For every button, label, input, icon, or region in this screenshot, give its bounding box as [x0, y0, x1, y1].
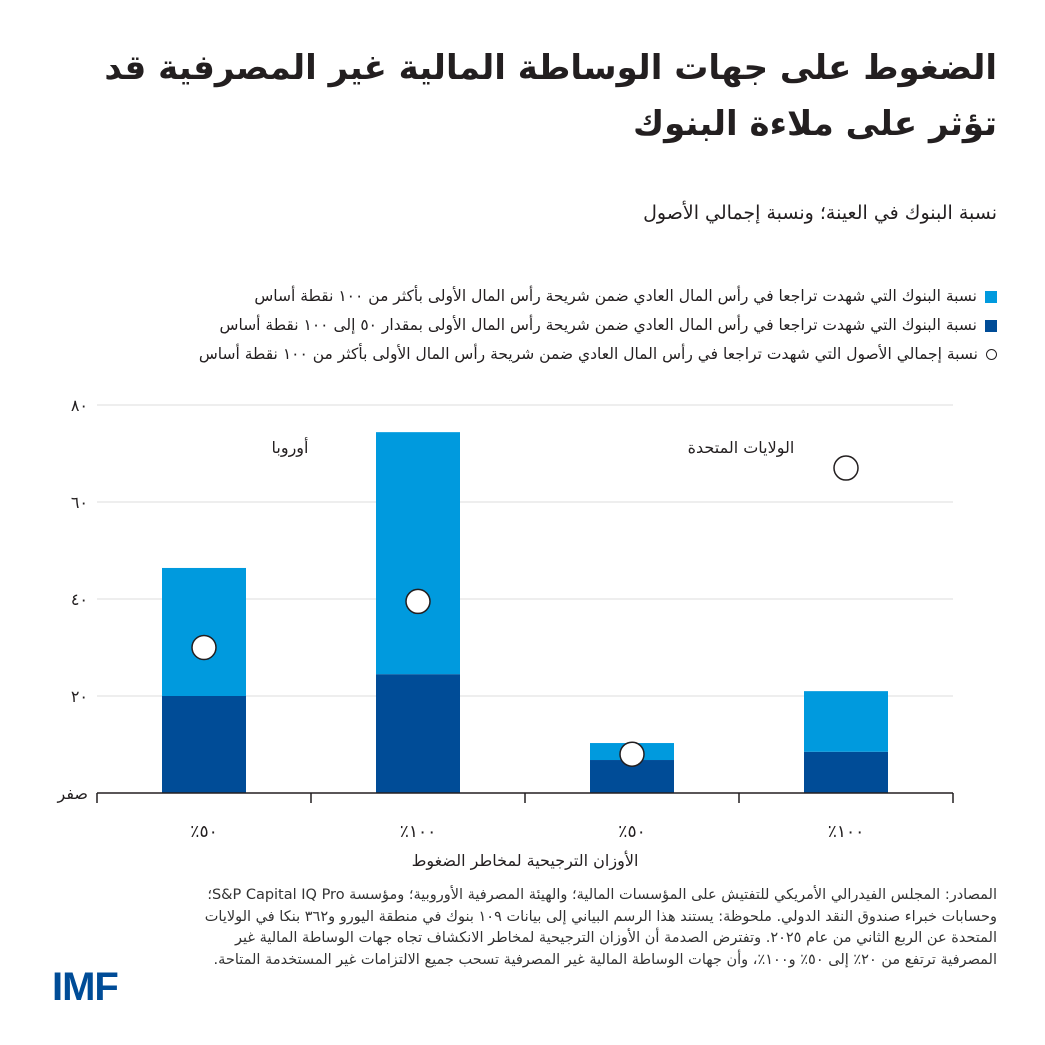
bar-segment-light [804, 691, 888, 752]
x-tick-label: ٪٥٠ [190, 822, 217, 842]
legend-label: نسبة البنوك التي شهدت تراجعا في رأس الما… [219, 316, 977, 334]
legend-swatch-light [985, 290, 997, 303]
legend: نسبة البنوك التي شهدت تراجعا في رأس الما… [199, 282, 997, 369]
asset-share-marker [191, 634, 217, 661]
x-tick-label: ٪١٠٠ [400, 822, 437, 842]
x-axis-title: الأوزان الترجيحية لمخاطر الضغوط [412, 850, 639, 871]
source-note: المصادر: المجلس الفيدرالي الأمريكي للتفت… [204, 887, 997, 968]
region-label: أوروبا [272, 437, 309, 458]
bar-segment-light [162, 567, 246, 696]
legend-label: نسبة البنوك التي شهدت تراجعا في رأس الما… [254, 287, 977, 305]
chart-title: الضغوط على جهات الوساطة المالية غير المص… [104, 48, 997, 144]
legend-label: نسبة إجمالي الأصول التي شهدت تراجعا في ر… [198, 345, 978, 363]
legend-circle-icon [986, 349, 997, 360]
bar-segment-dark [804, 751, 888, 793]
bar-segment-dark [376, 674, 460, 793]
y-tick-label: ٦٠ [71, 493, 88, 512]
x-tick-label: ٪٥٠ [618, 822, 645, 842]
asset-share-marker [833, 455, 859, 481]
imf-logo: IMF [52, 965, 119, 1009]
y-tick-label: ٨٠ [71, 396, 88, 415]
legend-swatch-dark [985, 319, 997, 332]
asset-share-marker [405, 588, 431, 615]
y-tick-label: صفر [56, 784, 88, 804]
x-tick-label: ٪١٠٠ [828, 822, 865, 842]
chart-subtitle: نسبة البنوك في العينة؛ ونسبة إجمالي الأص… [643, 202, 997, 224]
asset-share-marker [619, 741, 645, 767]
region-label: الولايات المتحدة [688, 438, 795, 458]
y-tick-label: ٤٠ [71, 590, 88, 609]
legend-item: نسبة البنوك التي شهدت تراجعا في رأس الما… [199, 311, 997, 340]
legend-item: نسبة البنوك التي شهدت تراجعا في رأس الما… [199, 282, 997, 311]
y-tick-label: ٢٠ [71, 687, 88, 706]
bar-segment-light [376, 432, 460, 675]
legend-item: نسبة إجمالي الأصول التي شهدت تراجعا في ر… [199, 340, 997, 369]
bar-segment-dark [162, 696, 246, 793]
